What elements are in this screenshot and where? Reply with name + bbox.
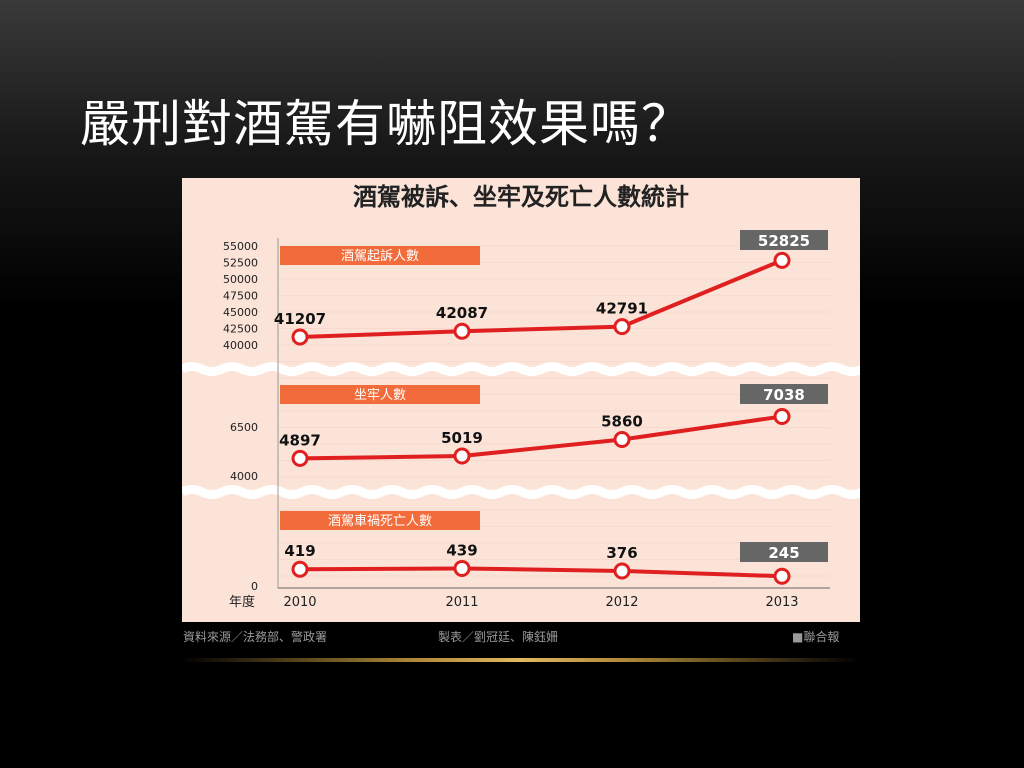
data-point: [291, 328, 309, 346]
series-line: [299, 414, 783, 461]
x-tick-label: 2012: [605, 595, 638, 610]
data-point: [613, 318, 631, 336]
data-label: 5860: [601, 413, 643, 431]
data-label: 245: [768, 544, 799, 562]
data-point: [773, 251, 791, 269]
data-label: 439: [446, 541, 477, 559]
x-axis-title: 年度: [229, 594, 255, 610]
data-label: 376: [606, 544, 637, 562]
chart-svg: 酒駕被訴、坐牢及死亡人數統計40000425004500047500500005…: [182, 183, 860, 610]
data-point: [291, 560, 309, 578]
data-point: [613, 562, 631, 580]
x-tick-label: 2013: [765, 595, 798, 610]
data-label: 5019: [441, 429, 483, 447]
y-tick-label: 52500: [223, 257, 258, 270]
last-value-box: [740, 542, 828, 562]
data-label: 7038: [763, 386, 805, 404]
series-label-bar: [280, 246, 480, 265]
last-value-box: [740, 384, 828, 404]
series-label: 酒駕起訴人數: [341, 248, 419, 264]
y-tick-label: 0: [251, 580, 258, 593]
series-label: 酒駕車禍死亡人數: [328, 513, 432, 529]
x-tick-label: 2011: [445, 595, 478, 610]
footer-publisher: ■聯合報: [792, 630, 840, 644]
series-line: [299, 258, 783, 340]
data-point: [453, 559, 471, 577]
x-tick-label: 2010: [283, 595, 316, 610]
data-point: [453, 322, 471, 340]
y-tick-label: 55000: [223, 240, 258, 253]
data-label: 41207: [274, 310, 326, 328]
data-point: [453, 447, 471, 465]
y-tick-label: 47500: [223, 290, 258, 303]
data-point: [773, 567, 791, 585]
y-tick-label: 4000: [230, 470, 258, 483]
y-tick-label: 42500: [223, 323, 258, 336]
slide-title: 嚴刑對酒駕有嚇阻效果嗎？: [80, 95, 692, 153]
y-tick-label: 45000: [223, 306, 258, 319]
chart-panel: 酒駕被訴、坐牢及死亡人數統計 40000 42500 45000 47500 50000 5…: [182, 178, 860, 622]
panel-separator-1: [182, 362, 860, 376]
y-tick-label: 50000: [223, 273, 258, 286]
series-label-bar: [280, 511, 480, 530]
data-point: [613, 431, 631, 449]
series-label-bar: [280, 385, 480, 404]
gold-divider: [180, 658, 860, 662]
series-label: 坐牢人數: [354, 388, 406, 403]
series-line: [299, 566, 783, 579]
last-value-box: [740, 230, 828, 250]
y-tick-label: 40000: [223, 339, 258, 352]
data-point: [291, 449, 309, 467]
data-label: 419: [284, 542, 315, 560]
data-label: 4897: [279, 431, 321, 449]
data-label: 42087: [436, 304, 488, 322]
chart-title: 酒駕被訴、坐牢及死亡人數統計: [353, 183, 689, 211]
y-tick-label: 6500: [230, 421, 258, 434]
data-point: [773, 407, 791, 425]
data-label: 52825: [758, 232, 810, 250]
panel-separator-2: [182, 485, 860, 499]
footer-source: 資料來源／法務部、警政署: [183, 630, 328, 644]
data-label: 42791: [596, 300, 648, 318]
footer-design: 製表／劉冠廷、陳鈺姍: [438, 630, 559, 644]
